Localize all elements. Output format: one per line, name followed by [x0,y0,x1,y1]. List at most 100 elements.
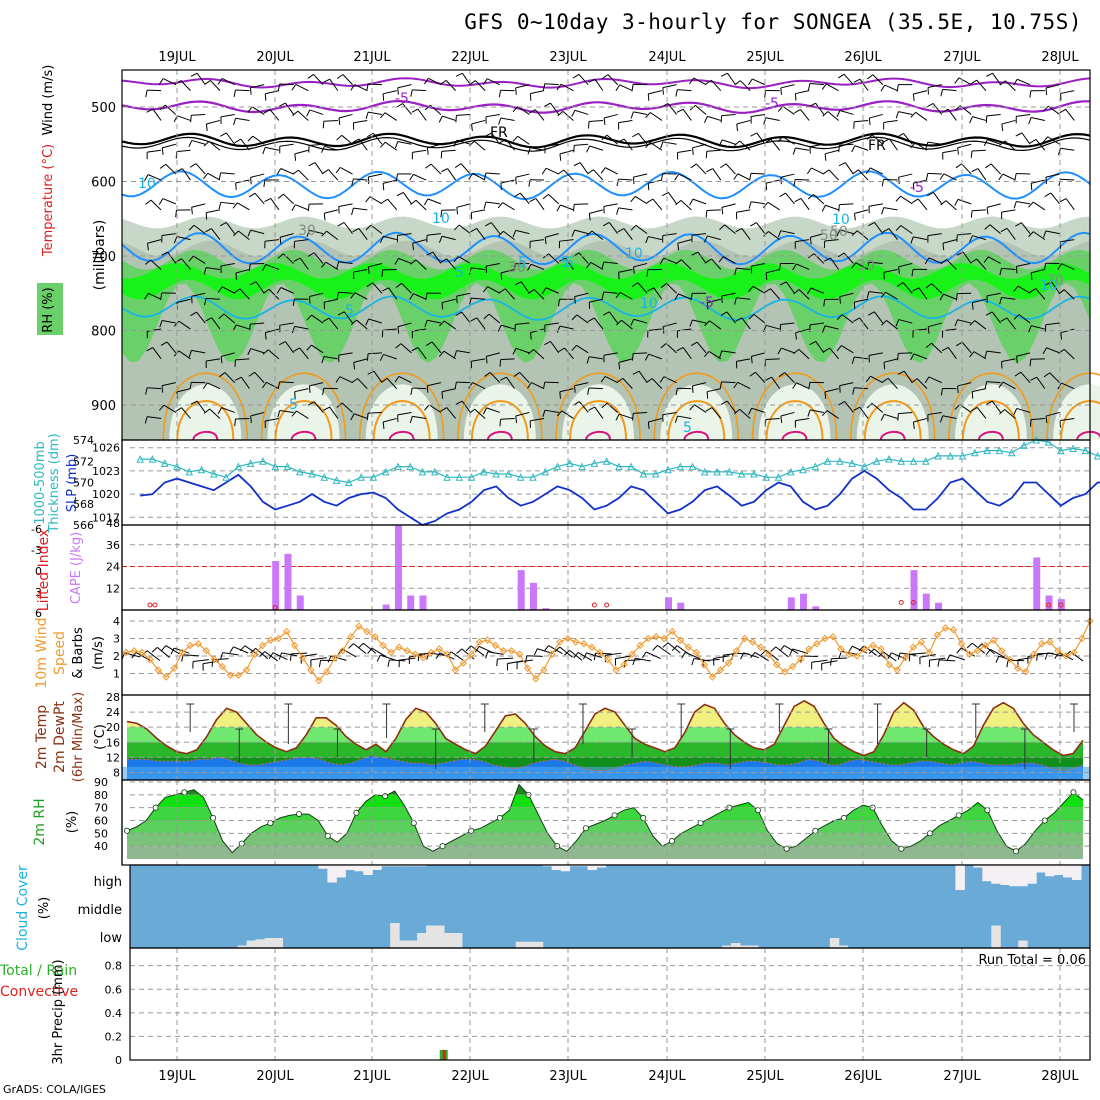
wind-barb [235,358,250,361]
wind-barb [223,313,236,324]
wind-barb [174,80,182,85]
contour-label: 10 [138,176,156,192]
wind-barb [826,410,839,419]
wind-barb-10m [389,659,406,662]
freezing-level-2 [121,136,1091,152]
wind-barb [733,381,739,389]
wind-barb [602,221,610,227]
wind-barb [955,163,962,169]
wind-barb [793,179,796,187]
wind-speed-marker [210,655,219,664]
wind-barb [147,416,162,419]
wind-barb [647,183,650,191]
wind-speed-marker [612,666,620,674]
wind-barb [498,230,504,237]
wind-barb [971,302,974,310]
cloud-low-bar [533,941,544,948]
wind-barb [933,192,943,205]
wind-barb [456,207,459,215]
wind-barb [748,78,753,86]
wind-barb [514,192,521,198]
wind-barb [674,415,679,423]
contour-label: 30 [298,223,316,239]
wind-barb [423,78,429,85]
wind-barb [659,376,665,383]
wind-barb [410,387,413,395]
wind-barb [823,299,826,307]
thickness-marker [811,462,820,471]
temp-contour-10 [948,372,1034,441]
wind-barb [1030,376,1038,381]
wind-speed-marker [467,650,476,658]
wind-barb [277,253,284,259]
wind-barb [205,228,212,233]
wind-barb [471,119,486,125]
wind-speed-marker [355,622,363,630]
rh-marker [1013,848,1020,855]
wind-speed-marker [1070,648,1078,657]
wind-barb [983,256,989,263]
isotherm-10 [121,295,1091,321]
wind-barb [309,109,324,115]
wind-barb-10m [929,657,946,661]
wind-speed-marker [266,636,275,644]
wind-speed-marker [877,645,885,653]
date-label-top: 19JUL [158,50,196,65]
wind-barb [491,132,501,145]
wind-barb [881,179,885,187]
wind-barb [748,313,755,320]
wind-barb [869,113,883,119]
wind-barb [750,356,753,364]
cloud-low-bar [399,940,409,948]
temp-contour-10 [162,372,249,441]
wind-barb [998,173,1004,181]
wind-barb-10m [990,648,1005,658]
wind-barb [548,253,560,264]
wind-barb [307,252,315,257]
wind-barb [986,350,1001,354]
wind-barb [531,382,545,390]
wind-barb [338,117,341,126]
wind-barb [398,375,412,384]
wind-barb [412,149,427,153]
wind-barb [387,198,398,211]
wind-barb [750,222,757,227]
wind-barb [1001,124,1004,132]
wind-barb [427,382,442,387]
wind-barb [150,259,162,270]
wind-barb [777,136,784,143]
wind-barb [660,141,664,149]
temp-contour-15 [765,400,824,441]
date-label-bottom: 24JUL [648,1069,686,1084]
wind-barb [897,353,899,361]
wind-barb [972,298,987,304]
cloud-label: Cloud Cover [15,865,31,951]
wind-barb [706,209,721,212]
wind-barb [1029,359,1032,367]
wind-barb-10m [450,651,465,662]
wind-barb [822,169,830,175]
wind-barb [633,173,648,178]
wind-barb [394,258,399,265]
wind-barb [970,150,973,159]
wind-barb [250,322,265,325]
temp-label-2: 2m DewPt [52,701,68,773]
wind-barb [1060,178,1075,181]
cloud-high-bar [1063,865,1073,878]
temp-contour-20 [388,430,415,441]
wind-speed-marker [660,634,668,643]
wind-barb-10m [868,648,875,655]
wind-barb [240,138,250,151]
cloud-low-bar [731,943,741,948]
wind-speed-marker [1038,640,1046,648]
thickness-marker [357,473,365,481]
wind-barb [559,153,562,161]
thickness-marker [897,457,906,465]
wind-barb [520,281,530,294]
rh-marker [324,832,331,839]
wind-barb [203,408,210,414]
wind-barb [265,264,280,270]
wind-barb [321,356,325,364]
wind-barb [677,239,692,244]
wind-barb [999,80,1006,86]
